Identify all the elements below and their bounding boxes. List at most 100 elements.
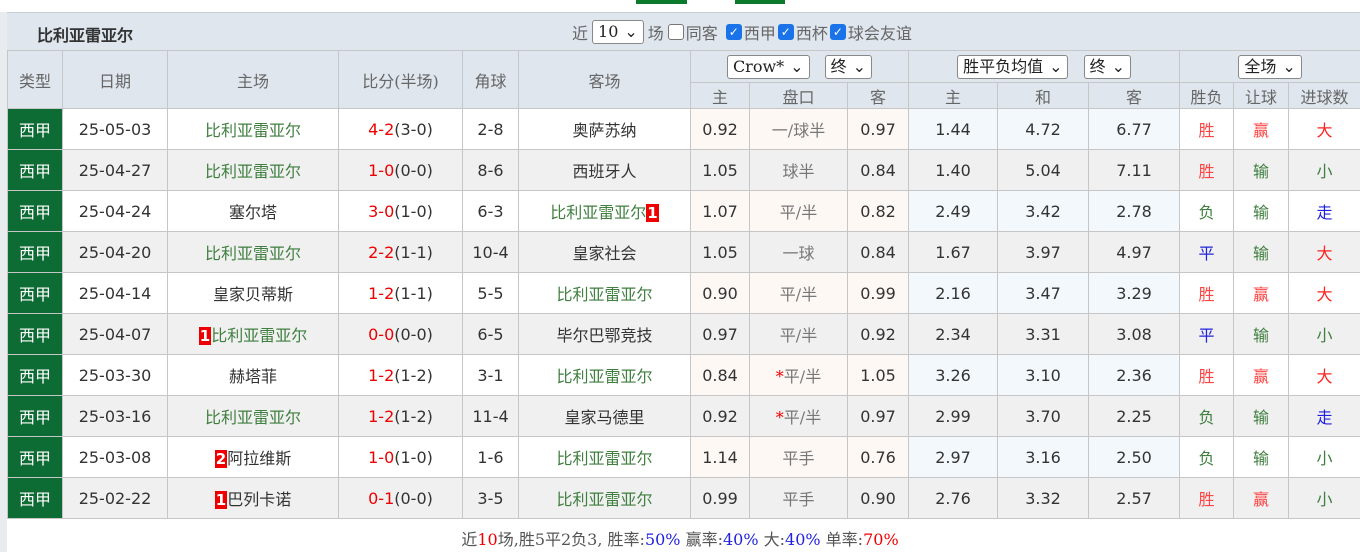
checkbox-label: 同客 <box>685 24 718 43</box>
top-tab[interactable] <box>735 0 785 4</box>
odds-win: 1.67 <box>908 231 999 273</box>
odds-win: 2.34 <box>908 313 999 355</box>
subheader: 盘口 <box>749 82 848 109</box>
odds-header: 胜平负均值 ⌄ 终 ⌄ <box>908 50 1181 83</box>
corner-cell: 8-6 <box>462 149 519 191</box>
score-cell[interactable]: 1-2(1-1) <box>338 272 463 314</box>
scope-select[interactable]: 全场 ⌄ <box>1238 54 1302 79</box>
date-cell: 25-03-16 <box>62 395 168 437</box>
score-cell[interactable]: 2-2(1-1) <box>338 231 463 273</box>
home-team-name[interactable]: 比利亚雷亚尔 <box>204 244 301 263</box>
odds-lose: 2.78 <box>1088 190 1181 232</box>
home-cell: 1巴列卡诺 <box>167 477 339 519</box>
home-team-name[interactable]: 比利亚雷亚尔 <box>204 121 301 140</box>
count-select[interactable]: 10 ⌄ <box>592 20 644 44</box>
result-goals: 大 <box>1288 354 1360 396</box>
filters: 近 10 ⌄ 场 同客 ✓ 西甲 ✓ 西杯 ✓ 球会友谊 <box>572 20 912 44</box>
home-cell: 比利亚雷亚尔 <box>167 231 339 273</box>
away-cell: 比利亚雷亚尔 <box>518 477 691 519</box>
checkbox-2[interactable]: ✓ <box>777 24 794 40</box>
away-cell: 比利亚雷亚尔1 <box>518 190 691 232</box>
home-team-name[interactable]: 皇家贝蒂斯 <box>212 285 293 304</box>
league-cell: 西甲 <box>7 436 63 478</box>
handicap-home: 0.97 <box>690 313 750 355</box>
home-cell: 1比利亚雷亚尔 <box>167 313 339 355</box>
away-team-name[interactable]: 比利亚雷亚尔 <box>556 449 653 468</box>
handicap-home: 1.05 <box>690 231 750 273</box>
handicap-home: 0.99 <box>690 477 750 519</box>
odds-time-select[interactable]: 终 ⌄ <box>1083 54 1131 79</box>
subheader: 主 <box>908 82 999 109</box>
score-cell[interactable]: 1-2(1-2) <box>338 354 463 396</box>
away-team-name[interactable]: 奥萨苏纳 <box>572 121 637 140</box>
score-cell[interactable]: 0-0(0-0) <box>338 313 463 355</box>
checkbox-1[interactable]: ✓ <box>725 24 742 40</box>
score-cell[interactable]: 1-2(1-2) <box>338 395 463 437</box>
away-team-name[interactable]: 西班牙人 <box>572 162 637 181</box>
checkbox-0[interactable] <box>667 24 684 40</box>
odds-type-select[interactable]: 胜平负均值 ⌄ <box>957 54 1069 79</box>
away-team-name[interactable]: 比利亚雷亚尔 <box>556 490 653 509</box>
date-cell: 25-05-03 <box>62 108 168 150</box>
col-date: 日期 <box>62 50 168 109</box>
date-cell: 25-02-22 <box>62 477 168 519</box>
top-tab[interactable] <box>636 0 687 4</box>
company-select[interactable]: Crow* ⌄ <box>726 54 810 79</box>
away-team-name[interactable]: 比利亚雷亚尔 <box>550 203 647 222</box>
home-cell: 比利亚雷亚尔 <box>167 149 339 191</box>
league-checkboxes: 同客 ✓ 西甲 ✓ 西杯 ✓ 球会友谊 <box>667 20 912 44</box>
result-wdl: 负 <box>1179 436 1235 478</box>
score-cell[interactable]: 1-0(0-0) <box>338 149 463 191</box>
date-cell: 25-04-27 <box>62 149 168 191</box>
result-handicap: 输 <box>1233 190 1290 232</box>
odds-lose: 7.11 <box>1088 149 1181 191</box>
corner-cell: 6-5 <box>462 313 519 355</box>
odds-draw: 3.47 <box>997 272 1090 314</box>
odds-lose: 6.77 <box>1088 108 1181 150</box>
result-handicap: 赢 <box>1233 272 1290 314</box>
away-team-name[interactable]: 毕尔巴鄂竞技 <box>556 326 653 345</box>
corner-cell: 5-5 <box>462 272 519 314</box>
home-team-name[interactable]: 赫塔菲 <box>228 367 277 386</box>
score-cell[interactable]: 1-0(1-0) <box>338 436 463 478</box>
home-team-name[interactable]: 巴列卡诺 <box>227 490 292 509</box>
away-team-name[interactable]: 皇家马德里 <box>564 408 645 427</box>
home-team-name[interactable]: 塞尔塔 <box>228 203 277 222</box>
handicap-away: 0.97 <box>846 108 910 150</box>
result-handicap: 赢 <box>1233 354 1290 396</box>
result-goals: 小 <box>1288 436 1360 478</box>
home-team-name[interactable]: 阿拉维斯 <box>227 449 292 468</box>
score-cell[interactable]: 0-1(0-0) <box>338 477 463 519</box>
left-gutter <box>0 12 7 552</box>
result-wdl: 胜 <box>1179 354 1235 396</box>
result-handicap: 输 <box>1233 395 1290 437</box>
away-cell: 西班牙人 <box>518 149 691 191</box>
score-cell[interactable]: 3-0(1-0) <box>338 190 463 232</box>
result-goals: 大 <box>1288 108 1360 150</box>
home-team-name[interactable]: 比利亚雷亚尔 <box>204 408 301 427</box>
result-handicap: 输 <box>1233 313 1290 355</box>
corner-cell: 2-8 <box>462 108 519 150</box>
result-wdl: 胜 <box>1179 149 1235 191</box>
chevron-down-icon: ⌄ <box>1111 56 1125 76</box>
result-handicap: 输 <box>1233 231 1290 273</box>
subheader: 客 <box>846 82 910 109</box>
away-team-name[interactable]: 比利亚雷亚尔 <box>556 285 653 304</box>
handicap-away: 1.05 <box>846 354 910 396</box>
away-team-name[interactable]: 皇家社会 <box>572 244 637 263</box>
handicap-time-select[interactable]: 终 ⌄ <box>824 54 873 79</box>
checkbox-3[interactable]: ✓ <box>829 24 846 40</box>
score-cell[interactable]: 4-2(3-0) <box>338 108 463 150</box>
subheader: 客 <box>1088 82 1181 109</box>
date-cell: 25-03-08 <box>62 436 168 478</box>
home-team-name[interactable]: 比利亚雷亚尔 <box>204 162 301 181</box>
title-bar: 比利亚雷亚尔 近 10 ⌄ 场 同客 ✓ 西甲 ✓ 西杯 ✓ 球会友谊 <box>7 12 1360 50</box>
result-goals: 大 <box>1288 272 1360 314</box>
home-team-name[interactable]: 比利亚雷亚尔 <box>211 326 308 345</box>
result-handicap: 赢 <box>1233 108 1290 150</box>
chevron-down-icon: ⌄ <box>852 56 867 76</box>
odds-draw: 3.42 <box>997 190 1090 232</box>
odds-draw: 3.32 <box>997 477 1090 519</box>
result-goals: 走 <box>1288 190 1360 232</box>
away-team-name[interactable]: 比利亚雷亚尔 <box>556 367 653 386</box>
